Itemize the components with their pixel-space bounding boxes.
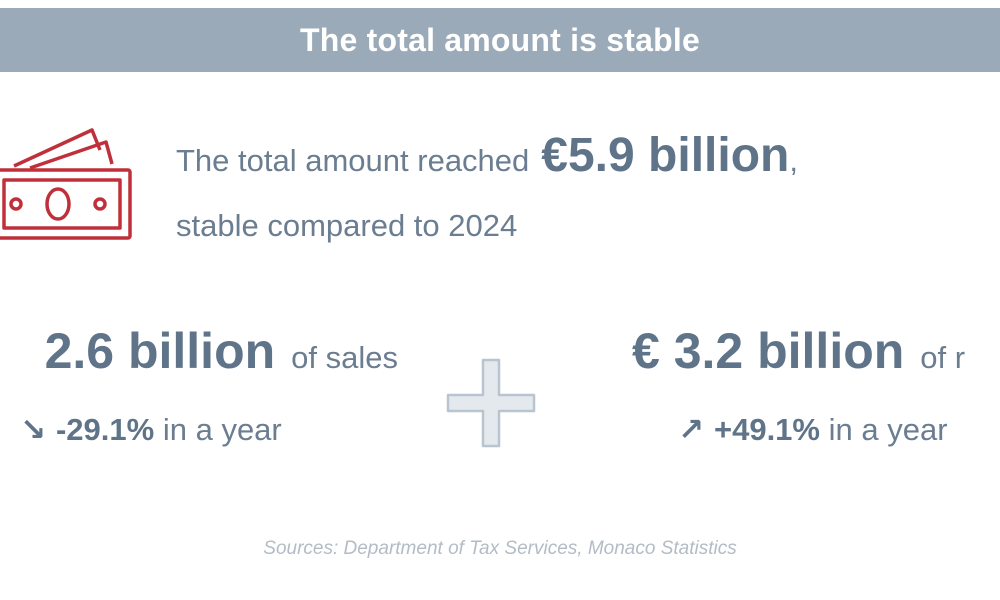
total-headline: The total amount reached €5.9 billion , [176, 128, 798, 192]
arrow-down-right-icon: ↘ [20, 412, 46, 447]
other-suffix: of r [920, 340, 966, 375]
sales-suffix: of sales [291, 340, 398, 375]
other-change-value: +49.1% [713, 412, 820, 447]
other-change-suffix: in a year [828, 412, 948, 447]
total-subline: stable compared to 2024 [176, 208, 518, 243]
total-comma: , [789, 143, 798, 178]
header-title: The total amount is stable [300, 21, 700, 58]
sales-change-line: ↘ -29.1% in a year [20, 412, 282, 448]
other-change-line: ↗ +49.1% in a year [678, 412, 948, 448]
total-prefix: The total amount reached [176, 143, 530, 178]
sales-change-suffix: in a year [162, 412, 282, 447]
sales-amount: 2.6 billion [44, 323, 276, 379]
other-amount-block: € 3.2 billion of r [632, 322, 965, 380]
sales-amount-block: 2.6 billion of sales [45, 322, 398, 380]
header-bar: The total amount is stable [0, 8, 1000, 72]
sources-note: Sources: Department of Tax Services, Mon… [263, 538, 737, 559]
money-bills-icon [0, 128, 132, 240]
total-amount: €5.9 billion [541, 129, 790, 182]
arrow-up-right-icon: ↗ [678, 412, 704, 447]
plus-icon [446, 358, 536, 448]
sales-change-value: -29.1% [55, 412, 155, 447]
other-amount: € 3.2 billion [632, 323, 905, 379]
